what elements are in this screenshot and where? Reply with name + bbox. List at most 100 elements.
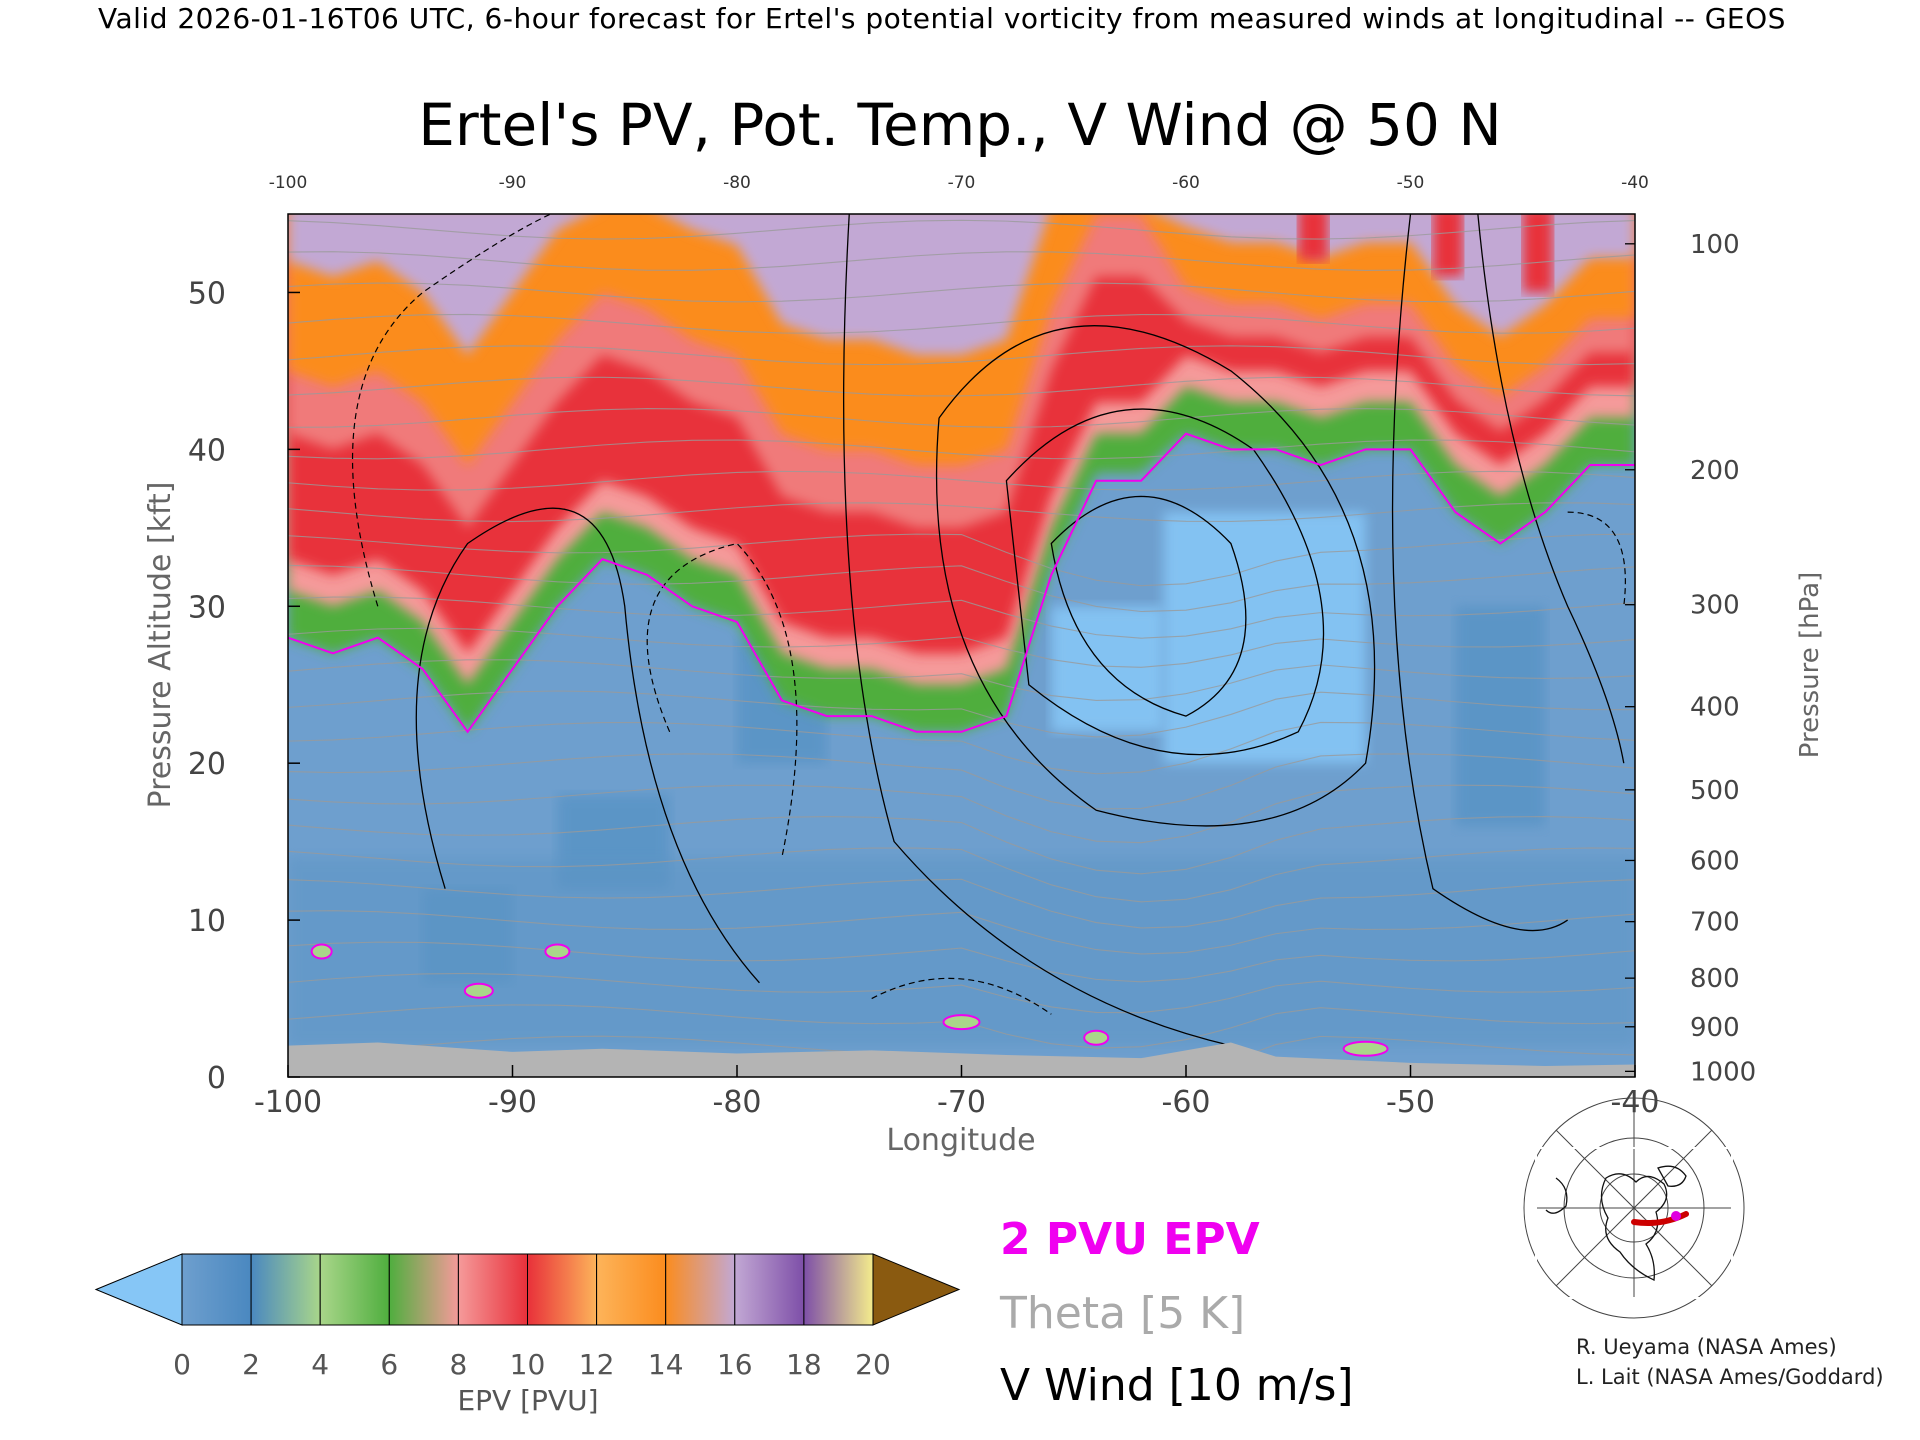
colorbar-over-arrow bbox=[872, 1253, 961, 1326]
y-tick-label-1: 10 bbox=[188, 904, 226, 939]
colorbar-segment-7 bbox=[665, 1253, 736, 1326]
colorbar-label: EPV [PVU] bbox=[457, 1384, 598, 1417]
pressure-tick-label-5: 500 bbox=[1690, 776, 1740, 806]
v-wind-contour-0 bbox=[415, 507, 760, 984]
theta-line-13 bbox=[288, 627, 1635, 668]
theta-line-22 bbox=[288, 345, 1635, 366]
theta-line-9 bbox=[288, 753, 1635, 810]
theta-line-5 bbox=[288, 878, 1635, 929]
pressure-tick-label-8: 200 bbox=[1690, 456, 1740, 486]
y-tick-label-3: 30 bbox=[188, 590, 226, 625]
y-axis-label: Pressure Altitude [kft] bbox=[143, 482, 178, 809]
colorbar-tick-label-7: 14 bbox=[648, 1348, 684, 1381]
x-top-tick-label-5: -50 bbox=[1397, 173, 1425, 193]
pressure-tick-label-0: 1000 bbox=[1690, 1057, 1756, 1087]
colorbar-tick-label-2: 4 bbox=[311, 1348, 329, 1381]
theta-line-21 bbox=[288, 376, 1635, 397]
pressure-tick-label-7: 300 bbox=[1690, 591, 1740, 621]
pv-2pvu-line bbox=[288, 432, 1635, 734]
pv-blob-2 bbox=[942, 1014, 981, 1031]
colorbar-segment-8 bbox=[734, 1253, 805, 1326]
legend-wind: V Wind [10 m/s] bbox=[1000, 1360, 1354, 1411]
y-tick-label-2: 20 bbox=[188, 747, 226, 782]
theta-line-8 bbox=[288, 784, 1635, 844]
colorbar-segment-3 bbox=[388, 1253, 459, 1326]
theta-line-20 bbox=[288, 408, 1635, 428]
y2-axis-label: Pressure [hPa] bbox=[1795, 572, 1825, 759]
colorbar-tick-label-8: 16 bbox=[717, 1348, 753, 1381]
v-wind-negative-contour-1 bbox=[646, 542, 798, 858]
theta-line-24 bbox=[288, 282, 1635, 303]
v-wind-contour-2 bbox=[935, 325, 1376, 827]
pressure-tick-label-9: 100 bbox=[1690, 230, 1740, 260]
pressure-tick-label-4: 600 bbox=[1690, 846, 1740, 876]
theta-line-26 bbox=[288, 219, 1635, 240]
x-tick-label-3: -70 bbox=[937, 1085, 986, 1120]
v-wind-contour-6 bbox=[1477, 214, 1625, 764]
field-column-0 bbox=[1298, 214, 1329, 262]
y-tick-label-5: 50 bbox=[188, 276, 226, 311]
pv-blob-0 bbox=[463, 982, 494, 999]
colorbar-tick-label-4: 8 bbox=[449, 1348, 467, 1381]
credit-line-2: L. Lait (NASA Ames/Goddard) bbox=[1576, 1365, 1884, 1389]
terrain-mask bbox=[288, 1042, 1635, 1077]
colorbar: 0 2 4 6 8 10 12 14 16 18 20 bbox=[94, 1253, 961, 1381]
x-top-tick-label-4: -60 bbox=[1172, 173, 1200, 193]
x-top-tick-label-0: -100 bbox=[269, 173, 308, 193]
pressure-tick-label-2: 800 bbox=[1690, 964, 1740, 994]
field-column-2 bbox=[1522, 214, 1553, 293]
v-wind-negative-contour-2 bbox=[871, 977, 1052, 1015]
y-tick-label-0: 0 bbox=[207, 1061, 226, 1096]
colorbar-tick-label-6: 12 bbox=[579, 1348, 615, 1381]
colorbar-segment-0 bbox=[181, 1253, 252, 1326]
pressure-tick-label-6: 400 bbox=[1690, 693, 1740, 723]
colorbar-tick-label-9: 18 bbox=[786, 1348, 822, 1381]
theta-line-15 bbox=[288, 564, 1635, 613]
colorbar-tick-label-3: 6 bbox=[380, 1348, 398, 1381]
colorbar-tick-label-1: 2 bbox=[242, 1348, 260, 1381]
x-tick-label-5: -50 bbox=[1386, 1085, 1435, 1120]
credits: R. Ueyama (NASA Ames) L. Lait (NASA Ames… bbox=[1576, 1332, 1884, 1392]
colorbar-tick-label-0: 0 bbox=[173, 1348, 191, 1381]
v-wind-contour-3 bbox=[1005, 408, 1325, 756]
x-tick-label-0: -100 bbox=[254, 1085, 322, 1120]
pv-blob-5 bbox=[310, 943, 333, 960]
theta-line-17 bbox=[288, 502, 1635, 523]
forecast-header: Valid 2026-01-16T06 UTC, 6-hour forecast… bbox=[98, 2, 1786, 35]
y-tick-label-4: 40 bbox=[188, 433, 226, 468]
legend-pv: 2 PVU EPV bbox=[1000, 1214, 1260, 1265]
colorbar-segment-5 bbox=[527, 1253, 598, 1326]
colorbar-under-arrow bbox=[94, 1253, 183, 1326]
x-tick-label-6: -40 bbox=[1611, 1085, 1660, 1120]
field-patch-4 bbox=[1455, 606, 1546, 826]
theta-line-4 bbox=[288, 910, 1635, 955]
field-patch-1 bbox=[1051, 606, 1164, 732]
x-tick-label-1: -90 bbox=[488, 1085, 537, 1120]
colorbar-tick-label-5: 10 bbox=[510, 1348, 546, 1381]
colorbar-tick-label-10: 20 bbox=[855, 1348, 891, 1381]
polar-map-icon bbox=[1523, 1097, 1745, 1319]
x-top-tick-label-2: -80 bbox=[723, 173, 751, 193]
x-top-tick-label-1: -90 bbox=[499, 173, 527, 193]
theta-line-11 bbox=[288, 690, 1635, 738]
plot-area bbox=[288, 214, 1635, 1077]
theta-line-18 bbox=[288, 470, 1635, 491]
x-tick-label-2: -80 bbox=[713, 1085, 762, 1120]
field-patch-0 bbox=[1163, 512, 1366, 764]
credit-line-1: R. Ueyama (NASA Ames) bbox=[1576, 1335, 1837, 1359]
theta-line-19 bbox=[288, 439, 1635, 460]
colorbar-segment-4 bbox=[457, 1253, 528, 1326]
theta-line-2 bbox=[288, 972, 1635, 1014]
theta-line-3 bbox=[288, 941, 1635, 983]
theta-line-16 bbox=[288, 533, 1635, 587]
colorbar-segment-6 bbox=[596, 1253, 667, 1326]
field-column-1 bbox=[1432, 214, 1463, 277]
theta-line-14 bbox=[288, 596, 1635, 639]
colorbar-segment-9 bbox=[803, 1253, 874, 1326]
x-top-tick-label-3: -70 bbox=[948, 173, 976, 193]
v-wind-contour-4 bbox=[1050, 495, 1247, 717]
pv-blob-1 bbox=[544, 943, 571, 960]
theta-line-6 bbox=[288, 847, 1635, 903]
pv-blob-4 bbox=[1342, 1040, 1389, 1057]
